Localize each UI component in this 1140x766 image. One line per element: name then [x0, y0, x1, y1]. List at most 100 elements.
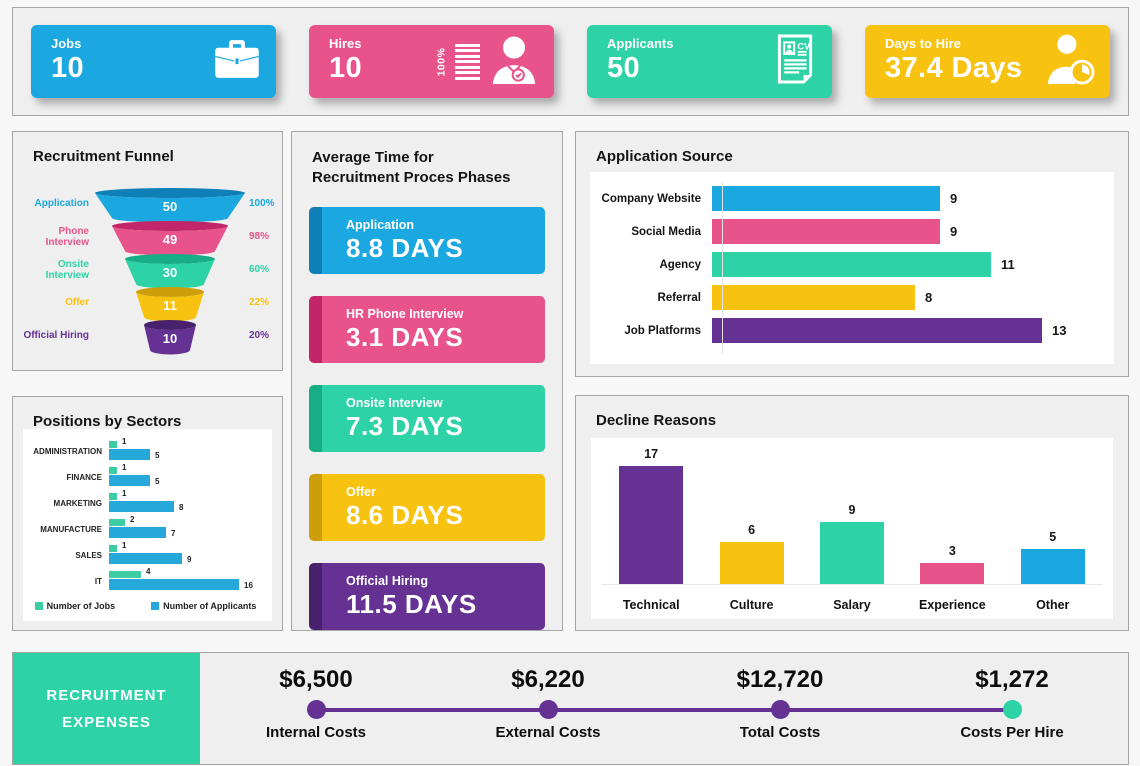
decline-reasons-title: Decline Reasons [576, 396, 1128, 429]
avg-time-card-value: 7.3 DAYS [346, 411, 545, 442]
funnel-segment: 11 [95, 286, 245, 319]
legend-item-jobs: Number of Jobs [35, 601, 116, 611]
decline-plot-area: 176935 [601, 446, 1103, 585]
recruitment-expenses-panel: RECRUITMENT EXPENSES $6,500Internal Cost… [12, 652, 1129, 765]
progress-line [455, 55, 480, 58]
decline-column-technical: 17 [604, 447, 699, 584]
kpi-card-jobs: Jobs10 [31, 25, 276, 98]
funnel-stage-percent: 60% [245, 264, 269, 275]
jobs-bar [109, 545, 117, 552]
source-bar [712, 252, 991, 277]
briefcase-icon [211, 36, 263, 82]
funnel-stage-onsite-interview: Onsite Interview 3060% [13, 253, 282, 286]
avg-time-card-application: Application8.8 DAYS [309, 207, 545, 274]
progress-line [455, 60, 480, 63]
cv-document-icon: CV [771, 32, 819, 86]
decline-bar [619, 466, 683, 584]
progress-lines-icon [455, 44, 480, 80]
applicants-bar [109, 527, 166, 538]
positions-chart: ADMINISTRATION15FINANCE15MARKETING18MANU… [23, 429, 272, 621]
source-bar-value: 8 [925, 290, 932, 305]
decline-column-experience: 3 [905, 544, 1000, 584]
kpi-rate-label: 100% [435, 47, 447, 76]
avg-time-card-onsite-interview: Onsite Interview7.3 DAYS [309, 385, 545, 452]
jobs-bar [109, 519, 125, 526]
sector-row-sales: SALES19 [25, 542, 266, 568]
funnel-segment: 50 [95, 187, 245, 220]
average-time-cards: Application8.8 DAYS HR Phone Interview3.1… [309, 207, 545, 630]
decline-category-label: Experience [905, 598, 1000, 612]
source-category-label: Referral [590, 292, 712, 304]
average-time-title: Average Time for Recruitment Proces Phas… [292, 132, 562, 187]
expense-dot-row [1003, 696, 1022, 722]
avg-time-card-value: 8.8 DAYS [346, 233, 545, 264]
sector-bars: 18 [109, 491, 266, 515]
avg-time-card-label: Application [346, 218, 545, 232]
kpi-rate-label-wrap: 100% [434, 56, 448, 68]
kpi-card-hires: Hires10100% [309, 25, 554, 98]
jobs-value: 1 [122, 541, 126, 550]
svg-text:10: 10 [163, 331, 177, 346]
funnel-stage-label: Onsite Interview [13, 259, 95, 281]
applicants-value: 16 [244, 581, 253, 590]
svg-text:CV: CV [797, 41, 811, 51]
funnel-stage-percent: 100% [245, 198, 275, 209]
source-category-label: Agency [590, 259, 712, 271]
jobs-value: 2 [130, 515, 134, 524]
timeline-dot-icon [539, 700, 558, 719]
avg-time-card-hr-phone-interview: HR Phone Interview3.1 DAYS [309, 296, 545, 363]
jobs-value: 1 [122, 463, 126, 472]
average-time-panel: Average Time for Recruitment Proces Phas… [291, 131, 563, 631]
timeline-dot-icon [771, 700, 790, 719]
jobs-bar [109, 467, 117, 474]
applicants-bar [109, 475, 150, 486]
source-bar-value: 13 [1052, 323, 1066, 338]
avg-time-card-label: HR Phone Interview [346, 307, 545, 321]
sector-row-marketing: MARKETING18 [25, 490, 266, 516]
funnel-segment: 49 [95, 220, 245, 253]
funnel-segment-shape: 10 [95, 319, 245, 357]
briefcase-icon [211, 36, 263, 87]
jobs-value: 4 [146, 567, 150, 576]
sector-bars: 15 [109, 465, 266, 489]
source-category-label: Company Website [590, 193, 712, 205]
avg-time-card-official-hiring: Official Hiring11.5 DAYS [309, 563, 545, 630]
applicants-value: 5 [155, 477, 159, 486]
cv-document-icon: CV [771, 32, 819, 91]
svg-text:50: 50 [163, 199, 177, 214]
timeline-dot-icon [307, 700, 326, 719]
source-row-agency: Agency11 [590, 252, 1114, 277]
expense-value: $6,220 [511, 666, 584, 694]
sector-label: SALES [25, 551, 109, 560]
expense-item-total-costs: $12,720Total Costs [664, 653, 896, 764]
decline-bar [1021, 549, 1085, 584]
expense-label: Costs Per Hire [960, 724, 1063, 741]
funnel-stage-label: Official Hiring [13, 330, 95, 341]
avg-time-card-value: 3.1 DAYS [346, 322, 545, 353]
source-bar-value: 9 [950, 191, 957, 206]
legend-item-applicants: Number of Applicants [151, 601, 256, 611]
expense-value: $6,500 [279, 666, 352, 694]
decline-column-other: 5 [1005, 530, 1100, 584]
decline-reasons-chart: 176935 TechnicalCultureSalaryExperienceO… [591, 438, 1113, 619]
funnel-stage-phone-interview: Phone Interview 4998% [13, 220, 282, 253]
progress-line [455, 44, 480, 47]
decline-category-label: Other [1005, 598, 1100, 612]
sector-row-it: IT416 [25, 568, 266, 594]
source-row-job-platforms: Job Platforms13 [590, 318, 1114, 343]
funnel-title: Recruitment Funnel [13, 132, 282, 165]
expense-dot-row [771, 696, 790, 722]
expense-value: $12,720 [737, 666, 824, 694]
progress-line [455, 71, 480, 74]
decline-category-label: Technical [604, 598, 699, 612]
average-time-title-line2: Recruitment Proces Phases [312, 168, 562, 188]
kpi-summary-panel: Jobs10 Hires10100% Applicants50 CV Days … [12, 7, 1129, 116]
legend-label-applicants: Number of Applicants [163, 601, 256, 611]
expense-label: External Costs [495, 724, 600, 741]
decline-column-culture: 6 [704, 523, 799, 584]
source-row-company-website: Company Website 9 [590, 186, 1114, 211]
jobs-value: 1 [122, 489, 126, 498]
funnel-segment: 10 [95, 319, 245, 352]
expense-item-costs-per-hire: $1,272Costs Per Hire [896, 653, 1128, 764]
recruitment-funnel-panel: Recruitment Funnel Application 50100%Pho… [12, 131, 283, 371]
